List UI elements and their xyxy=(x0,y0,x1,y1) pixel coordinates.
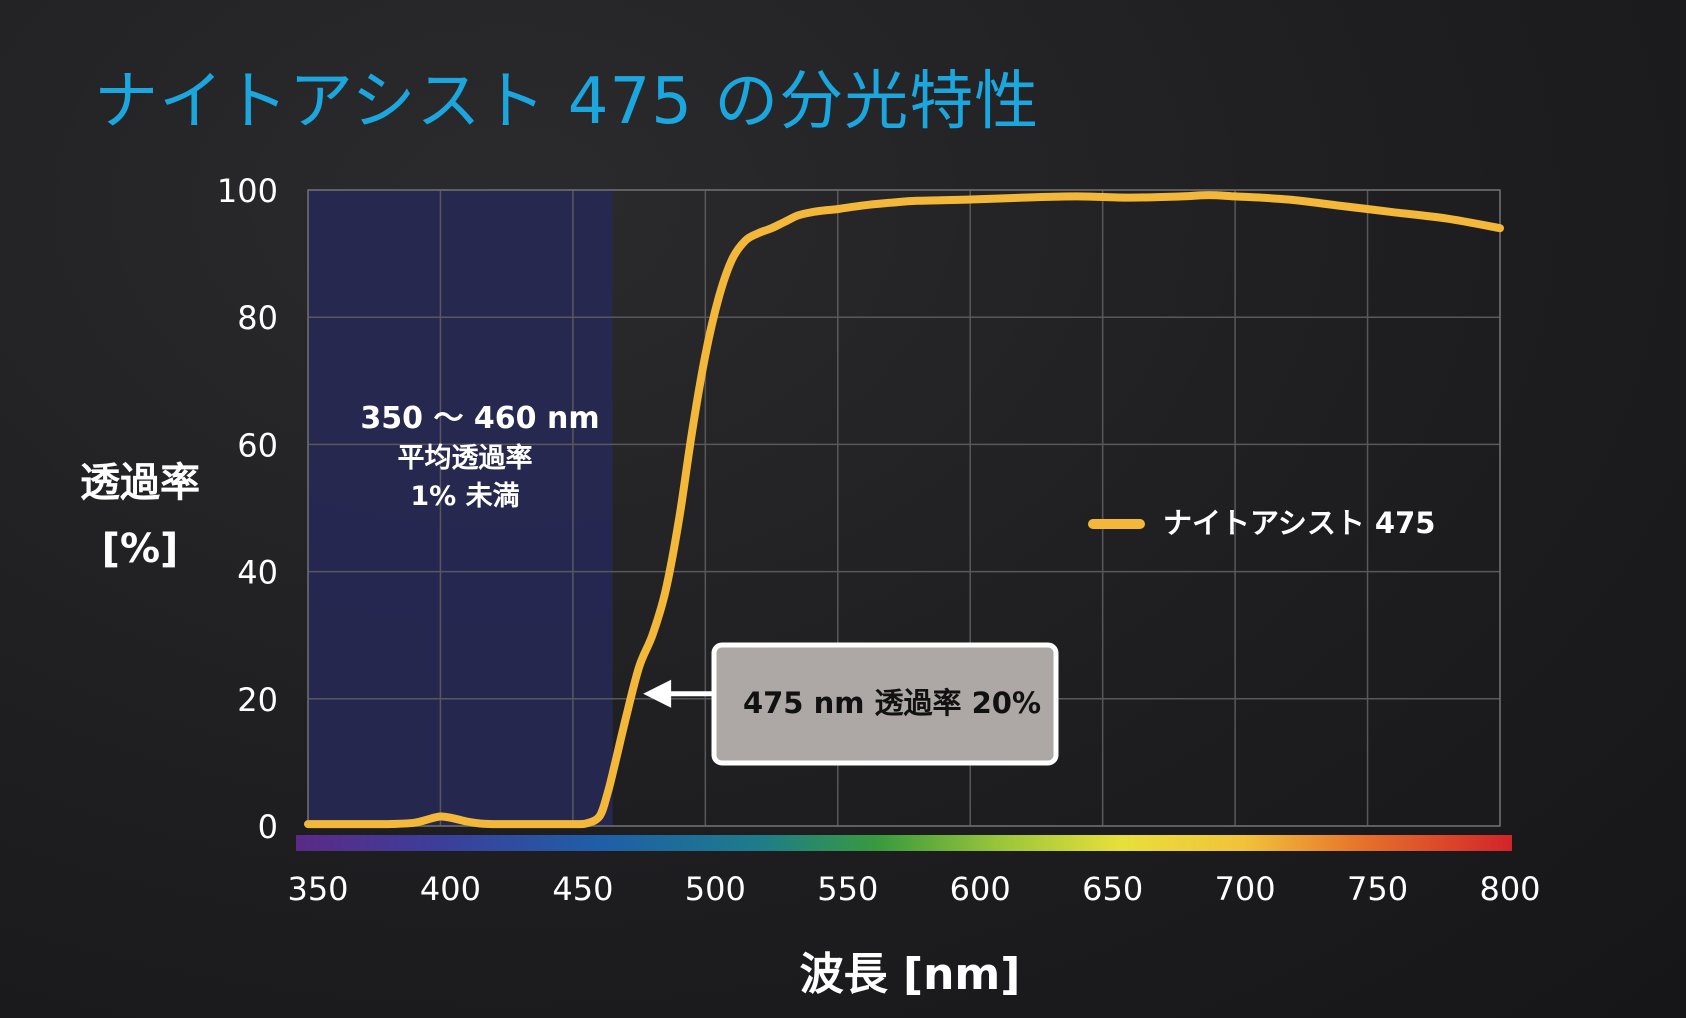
page-title: ナイトアシスト 475 の分光特性 xyxy=(94,65,1040,139)
x-tick-label-500: 500 xyxy=(685,870,746,908)
y-axis-label-line2: [%] xyxy=(101,526,179,572)
y-tick-labels: 0 20 40 60 80 100 xyxy=(217,172,278,846)
x-tick-label-350: 350 xyxy=(287,870,348,908)
y-axis-label-line1: 透過率 xyxy=(80,460,200,506)
band-label-value: 1% 未満 xyxy=(410,481,519,512)
y-tick-label-80: 80 xyxy=(237,299,278,337)
y-tick-label-100: 100 xyxy=(217,172,278,210)
x-tick-labels: 350 400 450 500 550 600 650 700 750 800 xyxy=(287,870,1540,908)
legend: ナイトアシスト 475 xyxy=(1088,506,1435,540)
legend-label: ナイトアシスト 475 xyxy=(1163,506,1435,540)
x-tick-label-550: 550 xyxy=(817,870,878,908)
shaded-band xyxy=(308,190,613,826)
x-tick-label-800: 800 xyxy=(1479,870,1540,908)
callout-box xyxy=(711,642,1059,766)
y-tick-label-20: 20 xyxy=(237,681,278,719)
y-tick-label-60: 60 xyxy=(237,426,278,464)
series-line-nightassist-475 xyxy=(304,191,1504,829)
callout: 475 nm 透過率 20% xyxy=(643,642,1059,766)
plot-border xyxy=(307,189,1501,827)
callout-text: 475 nm 透過率 20% xyxy=(743,686,1041,720)
x-tick-label-600: 600 xyxy=(950,870,1011,908)
band-label-avg: 平均透過率 xyxy=(398,442,533,474)
x-tick-label-450: 450 xyxy=(552,870,613,908)
x-tick-label-650: 650 xyxy=(1082,870,1143,908)
x-tick-label-400: 400 xyxy=(420,870,481,908)
x-tick-label-700: 700 xyxy=(1215,870,1276,908)
band-label-range: 350 ～ 460 nm xyxy=(360,401,599,436)
spectrum-bar xyxy=(296,835,1512,851)
x-tick-label-750: 750 xyxy=(1347,870,1408,908)
y-axis-label: 透過率 [%] xyxy=(60,450,220,582)
callout-arrow-head xyxy=(643,679,672,708)
y-tick-label-0: 0 xyxy=(258,808,278,846)
x-axis-label: 波長 [nm] xyxy=(799,949,1021,1000)
y-tick-label-40: 40 xyxy=(237,554,278,592)
band-annotation: 350 ～ 460 nm 平均透過率 1% 未満 xyxy=(360,401,599,512)
